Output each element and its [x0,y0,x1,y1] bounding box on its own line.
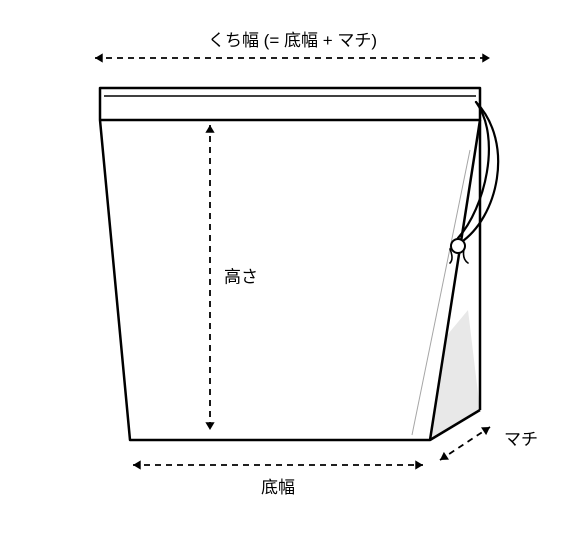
label-bottom-width: 底幅 [261,478,295,497]
label-top-width: くち幅 (= 底幅 + マチ) [208,31,377,50]
dimension-top-width: くち幅 (= 底幅 + マチ) [95,31,490,63]
label-gusset: マチ [504,430,538,449]
bag-dimension-diagram: くち幅 (= 底幅 + マチ) 高さ底幅 マチ [0,0,583,555]
bag-body [100,88,480,440]
label-height: 高さ [224,268,258,287]
dimension-bottom-width: 底幅 [133,460,423,497]
dimension-gusset: マチ [440,427,538,460]
